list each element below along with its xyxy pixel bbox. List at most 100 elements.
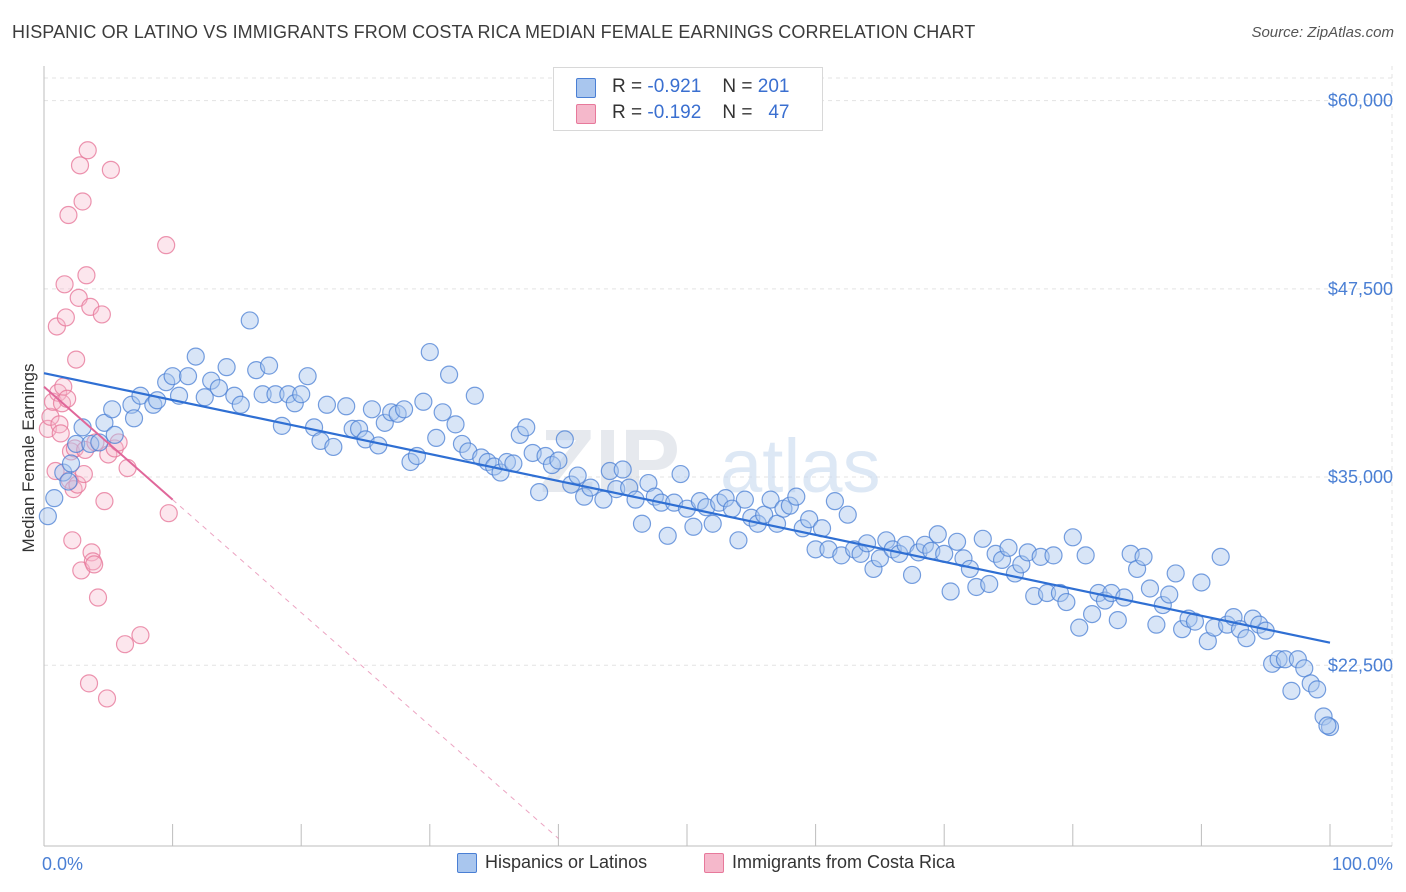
data-point-costa-rica [74,464,93,484]
data-point-hispanic [1282,681,1301,700]
data-point-hispanic [124,409,144,428]
data-point-hispanic [1237,629,1256,648]
data-point-costa-rica [157,236,176,255]
data-point-hispanic [452,434,472,454]
data-point-hispanic [980,574,999,594]
data-point-hispanic [632,514,652,533]
data-point-costa-rica [101,160,120,179]
y-tick-label: $47,500 [1328,279,1393,299]
data-point-costa-rica [85,555,104,574]
data-point-hispanic [105,425,124,444]
data-point-costa-rica [63,531,82,550]
data-point-hispanic [671,464,690,484]
data-point-hispanic [780,496,799,515]
data-point-hispanic [1057,592,1076,612]
data-point-hispanic [240,311,259,330]
data-point-costa-rica [46,461,65,481]
data-point-hispanic [45,489,64,508]
data-point-costa-rica [51,424,70,443]
data-point-hispanic [1192,573,1211,592]
data-point-costa-rica [56,308,75,327]
data-point-hispanic [298,367,317,386]
data-point-hispanic [272,416,292,435]
data-point-hispanic [1275,650,1295,669]
legend-r-value: -0.192 [647,102,702,123]
data-point-hispanic [767,514,787,533]
data-point-hispanic [186,347,205,366]
data-point-costa-rica [131,626,150,645]
legend-label-costa-rica: Immigrants from Costa Rica [732,852,956,872]
data-point-hispanic [928,525,947,544]
data-point-hispanic [716,489,735,508]
data-point-hispanic [1147,615,1166,634]
x-tick-label-min: 0.0% [42,854,83,874]
data-point-hispanic [148,391,167,410]
data-point-hispanic [787,487,806,506]
data-point-costa-rica [97,689,117,708]
legend-r-value: -0.921 [647,76,702,97]
data-point-hispanic [420,342,439,362]
data-point-hispanic [433,403,452,422]
data-point-hispanic [253,385,272,404]
data-point-hispanic [902,565,922,585]
data-point-costa-rica [95,492,114,511]
data-point-hispanic [317,395,337,414]
data-point-hispanic [217,358,236,377]
data-point-hispanic [806,540,825,559]
data-point-hispanic [202,371,221,390]
data-point-hispanic [800,510,819,529]
data-point-hispanic [465,386,484,405]
data-point-hispanic [446,415,465,434]
data-point-hispanic [1076,546,1095,565]
data-point-costa-rica [55,275,74,294]
data-point-hispanic [1063,528,1082,547]
data-point-costa-rica [77,266,96,285]
data-point-hispanic [67,434,86,454]
data-point-hispanic [394,400,414,419]
y-tick-labels: $22,500 $35,000 $47,500 $60,000 [1328,91,1393,676]
series-costa-rica-points [38,141,178,708]
watermark-atlas: atlas [720,424,881,509]
data-point-hispanic [1108,611,1127,630]
correlation-legend: R = -0.921 N = 201 R = -0.192 N = 47 [553,67,823,131]
data-point-hispanic [439,365,459,384]
data-point-hispanic [1134,547,1153,566]
data-point-hispanic [266,385,285,404]
data-point-hispanic [427,428,446,448]
legend-n-value: 201 [757,76,790,97]
data-point-hispanic [259,356,279,375]
legend-row-hispanic: R = -0.921 N = 201 [576,76,789,100]
data-point-hispanic [658,526,677,545]
data-point-hispanic [555,430,574,449]
series-hispanic-points [38,311,1340,737]
y-axis-label: Median Female Earnings [19,364,38,553]
trend-lines [43,372,1331,839]
data-point-hispanic [1185,612,1205,631]
data-point-hispanic [999,538,1018,557]
data-point-hispanic [870,549,890,568]
axes [43,66,1392,847]
y-tick-label: $60,000 [1328,91,1393,111]
legend-n-label: N = [722,102,753,123]
data-point-hispanic [178,367,198,386]
source-label: Source: ZipAtlas.com [1251,24,1394,41]
data-point-hispanic [1314,707,1333,726]
data-point-hispanic [1044,546,1063,565]
data-point-costa-rica [78,141,97,160]
data-point-hispanic [1288,650,1307,669]
data-point-hispanic [337,397,356,416]
data-point-hispanic [163,367,182,386]
legend-n-label: N = [722,76,753,97]
data-point-hispanic [225,386,244,405]
data-point-hispanic [838,505,857,524]
data-point-costa-rica [92,305,111,324]
data-point-hispanic [59,472,78,491]
data-point-hispanic [292,385,311,404]
data-point-costa-rica [83,552,102,571]
data-point-hispanic [947,532,967,551]
data-point-hispanic [1160,585,1179,604]
data-point-costa-rica [70,156,90,175]
data-point-hispanic [375,413,394,432]
data-point-costa-rica [88,588,108,607]
